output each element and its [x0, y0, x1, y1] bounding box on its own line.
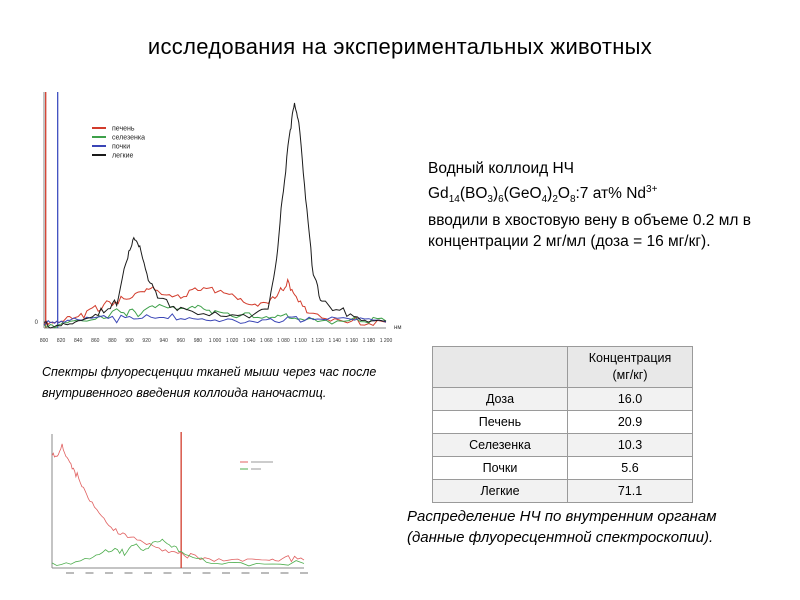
legend-label-placeholder	[251, 468, 261, 470]
table-row: Легкие 71.1	[432, 479, 693, 503]
row-label: Доза	[432, 387, 568, 411]
row-label: Легкие	[432, 479, 568, 503]
x-axis-label: нм	[394, 325, 401, 331]
table-row: Печень 20.9	[432, 410, 693, 434]
x-tick	[85, 572, 94, 574]
row-value: 20.9	[567, 410, 693, 434]
x-tick	[261, 572, 269, 574]
row-value: 10.3	[567, 433, 693, 457]
legend-label: легкие	[112, 153, 134, 160]
concentration-table: Концентрация (мг/кг) Доза 16.0 Печень 20.9 …	[432, 346, 693, 503]
x-tick-label: 1 060	[260, 338, 273, 344]
legend-label-placeholder	[251, 461, 273, 463]
series-line	[43, 277, 387, 327]
series-line	[43, 313, 387, 326]
x-tick-label: 840	[74, 338, 83, 344]
table-header-concentration: Концентрация (мг/кг)	[567, 346, 693, 388]
spectra-caption: Спектры флуоресценции тканей мыши через …	[42, 365, 377, 400]
row-value: 16.0	[567, 387, 693, 411]
series-line	[51, 538, 305, 567]
legend-label: печень	[112, 126, 135, 133]
table-header-empty	[432, 346, 568, 388]
x-tick-label: 860	[91, 338, 100, 344]
x-tick-label: 1 120	[311, 338, 324, 344]
x-tick-label: 1 200	[380, 338, 393, 344]
spectra-chart: 800 820 840 860 880 900 920 940 960 980 1 000 1 020…	[35, 92, 401, 344]
x-tick	[124, 572, 133, 574]
series-line	[51, 443, 305, 563]
legend-label: почки	[112, 144, 130, 151]
x-tick	[202, 572, 211, 574]
x-tick	[300, 572, 308, 574]
x-tick	[280, 572, 289, 574]
table-row: Селезенка 10.3	[432, 433, 693, 457]
table-row: Доза 16.0	[432, 387, 693, 411]
row-label: Селезенка	[432, 433, 568, 457]
x-tick-label: 960	[177, 338, 186, 344]
x-tick-label: 1 040	[243, 338, 256, 344]
x-tick-label: 1 140	[328, 338, 341, 344]
description-line1: Водный коллоид НЧ	[428, 160, 574, 177]
slide-title: исследования на экспериментальных животн…	[147, 34, 653, 59]
x-tick-label: 980	[194, 338, 203, 344]
series-line	[43, 102, 386, 329]
row-value: 71.1	[567, 479, 693, 503]
y-tick-label: 0	[35, 320, 39, 326]
secondary-spectra-chart	[51, 432, 308, 574]
x-tick-label: 1 180	[363, 338, 376, 344]
legend-label: селезенка	[112, 135, 145, 142]
description-rest: вводили в хвостовую вену в объеме 0.2 мл…	[428, 212, 751, 251]
x-tick-label: 1 020	[226, 338, 239, 344]
x-tick	[183, 572, 191, 574]
row-label: Почки	[432, 456, 568, 480]
x-tick	[222, 572, 230, 574]
x-tick-label: 1 080	[277, 338, 290, 344]
x-tick-label: 880	[108, 338, 117, 344]
x-tick	[144, 572, 152, 574]
row-value: 5.6	[567, 456, 693, 480]
colloid-description: Водный коллоид НЧ Gd14(BO3)6(GeO4)2O8:7 …	[428, 158, 788, 252]
x-tick-label: 800	[40, 338, 49, 344]
x-tick-label: 900	[125, 338, 134, 344]
x-tick	[105, 572, 113, 574]
x-tick	[163, 572, 172, 574]
table-row: Почки 5.6	[432, 456, 693, 480]
table-caption: Распределение НЧ по внутренним органам (…	[407, 508, 717, 546]
x-tick-label: 1 160	[346, 338, 359, 344]
x-tick	[241, 572, 250, 574]
x-tick-label: 920	[142, 338, 151, 344]
nanoparticle-formula: Gd14(BO3)6(GeO4)2O8:7 ат% Nd3+	[428, 184, 658, 206]
x-tick-label: 1 000	[209, 338, 222, 344]
row-label: Печень	[432, 410, 568, 434]
series-line	[43, 303, 387, 329]
x-tick-label: 820	[57, 338, 66, 344]
x-tick-label: 940	[160, 338, 169, 344]
table-header-row: Концентрация (мг/кг)	[432, 346, 693, 388]
x-tick	[66, 572, 74, 574]
x-tick-label: 1 100	[294, 338, 307, 344]
